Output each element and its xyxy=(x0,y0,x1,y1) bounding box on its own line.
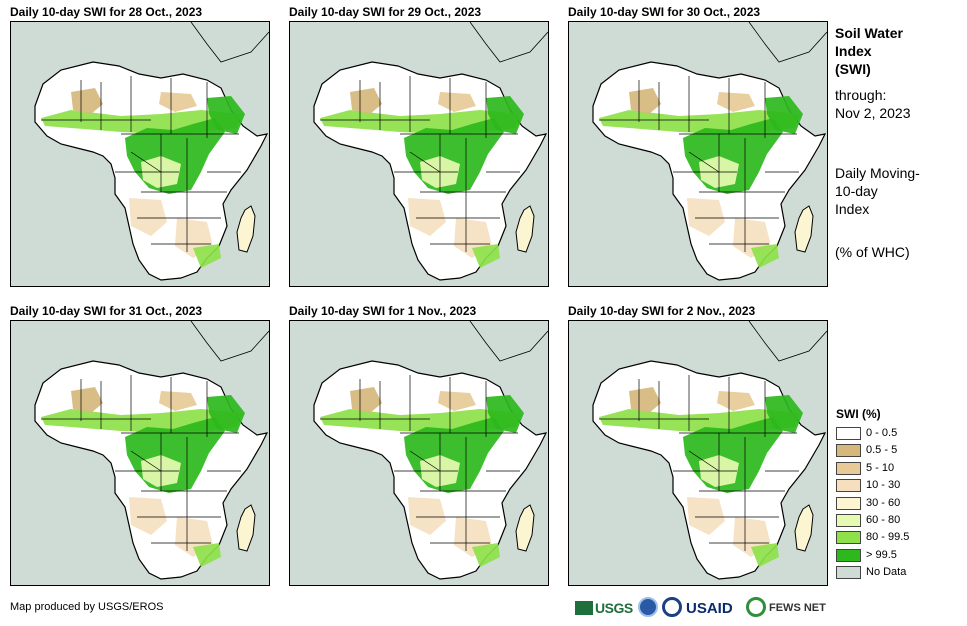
swi-region xyxy=(159,92,197,112)
legend-label: 0 - 0.5 xyxy=(866,427,898,439)
noaa-logo-icon xyxy=(638,597,658,617)
swi-region xyxy=(350,387,382,413)
dos-seal-icon xyxy=(662,597,682,617)
middle-east-border xyxy=(190,22,269,63)
swi-region xyxy=(129,497,167,535)
middle-east-border xyxy=(190,321,269,362)
swi-region xyxy=(159,391,197,411)
panel-title-2: Daily 10-day SWI for 29 Oct., 2023 xyxy=(289,5,482,19)
fews-net-logo: FEWS NET xyxy=(769,602,826,614)
legend-swatch xyxy=(836,548,861,562)
madagascar-landmass xyxy=(794,504,814,552)
swi-region xyxy=(207,96,245,134)
index-title: Soil Water Index (SWI) xyxy=(835,25,903,77)
usaid-logo: USAID xyxy=(686,599,733,617)
africa-map xyxy=(592,321,827,580)
legend-swatch xyxy=(836,566,861,580)
map-panel-4 xyxy=(10,320,270,586)
swi-region xyxy=(765,395,803,433)
map-panel-1 xyxy=(10,21,270,287)
swi-region xyxy=(629,88,661,114)
map-panel-6 xyxy=(568,320,828,586)
country-border xyxy=(688,151,720,173)
swi-region xyxy=(717,92,755,112)
madagascar-landmass xyxy=(515,504,535,552)
swi-region xyxy=(207,395,245,433)
swi-region xyxy=(687,198,725,236)
legend-swatch xyxy=(836,479,861,493)
swi-region xyxy=(751,543,779,567)
swi-region xyxy=(408,497,446,535)
legend-label: > 99.5 xyxy=(866,548,897,561)
map-panel-5 xyxy=(289,320,549,586)
panel-title-1: Daily 10-day SWI for 28 Oct., 2023 xyxy=(10,5,203,19)
panel-title-4: Daily 10-day SWI for 31 Oct., 2023 xyxy=(10,304,203,318)
through-label: through: xyxy=(835,87,887,103)
swi-region xyxy=(472,244,500,268)
panel-title-6: Daily 10-day SWI for 2 Nov., 2023 xyxy=(568,304,756,318)
swi-region xyxy=(629,387,661,413)
legend-label: 0.5 - 5 xyxy=(866,444,898,457)
swi-region xyxy=(687,497,725,535)
legend-label: 60 - 80 xyxy=(866,514,901,526)
swi-region xyxy=(129,198,167,236)
usgs-wave-icon xyxy=(575,601,593,615)
legend-label: 5 - 10 xyxy=(866,461,895,474)
usgs-logo: USGS xyxy=(575,596,633,620)
swi-region xyxy=(71,387,103,413)
middle-east-border xyxy=(469,22,548,63)
credit-text: Map produced by USGS/EROS xyxy=(10,601,164,613)
country-border xyxy=(130,450,162,472)
legend-title: SWI (%) xyxy=(836,407,881,421)
middle-east-border xyxy=(748,22,827,63)
legend-swatch xyxy=(836,427,861,440)
legend-label: 30 - 60 xyxy=(866,496,901,509)
swi-region xyxy=(751,244,779,268)
swi-region xyxy=(717,391,755,411)
country-border xyxy=(409,151,441,173)
swi-region xyxy=(486,96,524,134)
africa-map xyxy=(592,22,827,281)
legend-swatch xyxy=(836,531,861,545)
africa-map xyxy=(34,22,269,281)
map-panel-2 xyxy=(289,21,549,287)
africa-map xyxy=(34,321,269,580)
country-border xyxy=(130,151,162,173)
legend-swatch xyxy=(836,444,861,458)
africa-map xyxy=(313,22,548,281)
panel-title-3: Daily 10-day SWI for 30 Oct., 2023 xyxy=(568,5,761,19)
swi-region xyxy=(486,395,524,433)
swi-region xyxy=(472,543,500,567)
legend-label: 80 - 99.5 xyxy=(866,531,910,544)
swi-region xyxy=(193,543,221,567)
country-border xyxy=(688,450,720,472)
madagascar-landmass xyxy=(515,205,535,253)
africa-map xyxy=(313,321,548,580)
unit-label: (% of WHC) xyxy=(835,244,910,260)
fews-globe-icon xyxy=(746,597,766,617)
legend-swatch xyxy=(836,461,861,475)
through-date: Nov 2, 2023 xyxy=(835,105,911,121)
madagascar-landmass xyxy=(236,205,256,253)
legend-label: 10 - 30 xyxy=(866,479,901,492)
legend-swatch xyxy=(836,514,861,527)
middle-east-border xyxy=(469,321,548,362)
swi-region xyxy=(438,391,476,411)
middle-east-border xyxy=(748,321,827,362)
legend-swatch xyxy=(836,496,861,510)
swi-region xyxy=(350,88,382,114)
madagascar-landmass xyxy=(236,504,256,552)
panel-title-5: Daily 10-day SWI for 1 Nov., 2023 xyxy=(289,304,477,318)
swi-region xyxy=(765,96,803,134)
swi-region xyxy=(193,244,221,268)
swi-region xyxy=(71,88,103,114)
map-panel-3 xyxy=(568,21,828,287)
index-description: Daily Moving- 10-day Index xyxy=(835,165,920,217)
legend-label: No Data xyxy=(866,566,907,579)
country-border xyxy=(409,450,441,472)
swi-region xyxy=(438,92,476,112)
swi-region xyxy=(408,198,446,236)
madagascar-landmass xyxy=(794,205,814,253)
